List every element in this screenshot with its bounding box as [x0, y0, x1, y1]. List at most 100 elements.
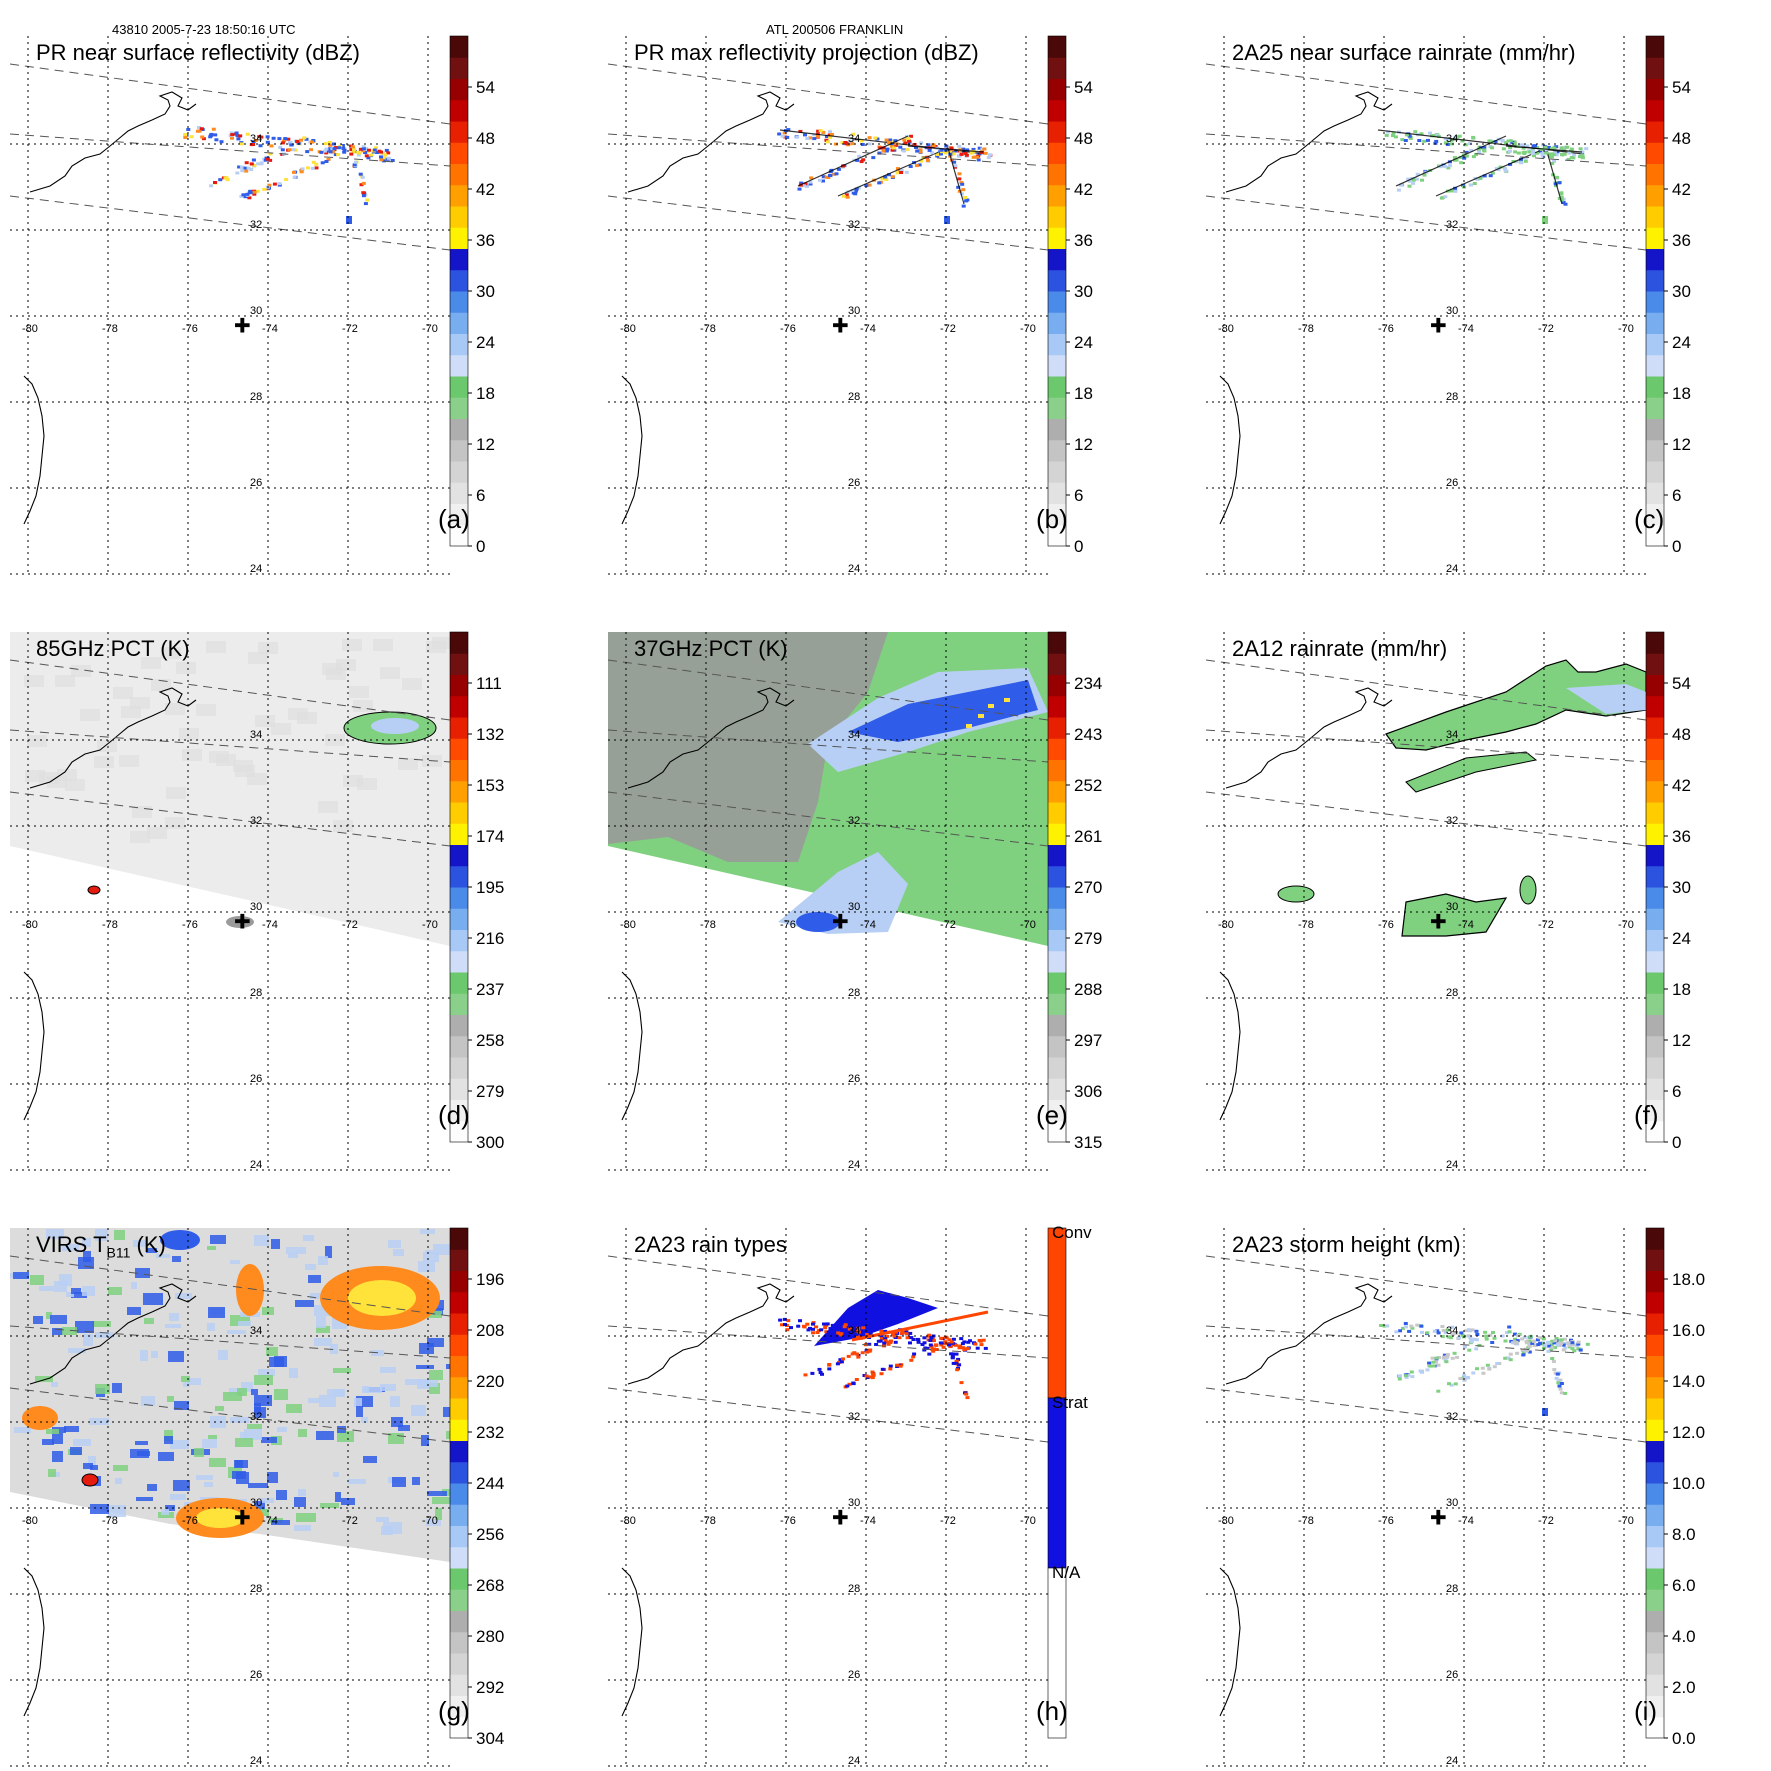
rain-pixel [1488, 174, 1493, 178]
rain-pixel [843, 141, 848, 144]
panel-e: -80 -78 -76 -74 -72 -70 34 32 30 28 26 24 ✚ 234 243 252… [607, 631, 1168, 1172]
cloud-top-pixel [147, 1484, 157, 1491]
map-plot-d: -80 -78 -76 -74 -72 -70343230282624✚111132153… [9, 631, 504, 1172]
rain-type-pixel [943, 1340, 948, 1344]
tb-texture [55, 675, 75, 687]
rain-pixel [963, 152, 968, 155]
tb-texture [71, 665, 91, 677]
rain-pixel [1391, 131, 1396, 135]
colorbar-segment [1646, 1120, 1664, 1143]
rain-pixel [1522, 1335, 1527, 1339]
colorbar-segment [1646, 844, 1664, 867]
colorbar-label: 30 [1672, 282, 1691, 301]
storm-center-cross-icon: ✚ [832, 314, 849, 338]
rain-pixel [1541, 1337, 1546, 1341]
rain-pixel [805, 185, 810, 188]
rain-pixel [1530, 152, 1535, 155]
rain-pixel [1516, 151, 1521, 155]
lon-label: -78 [1298, 1515, 1314, 1527]
colorbar-segment [1048, 206, 1066, 228]
rain-pixel [1535, 151, 1540, 155]
rain-pixel [1482, 146, 1487, 150]
panel-title: 2A23 rain types [634, 1232, 787, 1257]
rain-type-pixel [851, 1382, 856, 1386]
cloud-top-pixel [289, 1368, 298, 1378]
cloud-top-pixel [208, 1307, 225, 1318]
cloud-top-pixel [262, 1307, 274, 1315]
lat-label: 34 [1446, 133, 1458, 145]
rain-pixel [980, 147, 985, 151]
cloud-top-pixel [427, 1338, 444, 1347]
colorbar-label: 297 [1074, 1031, 1102, 1050]
rain-pixel [1428, 1364, 1433, 1368]
panel-label: (f) [1634, 1100, 1659, 1130]
rain-pixel [1403, 139, 1408, 142]
rain-type-pixel [911, 1355, 916, 1359]
cloud-top-pixel [14, 1427, 31, 1433]
rain-pixel [1407, 184, 1412, 188]
colorbar-segment [1048, 312, 1066, 334]
cloud-top-pixel [294, 1497, 306, 1507]
tb-texture [342, 639, 362, 651]
rain-pixel [1538, 150, 1543, 154]
rain-pixel [1482, 148, 1487, 152]
rain-pixel [821, 175, 826, 179]
tb-texture [94, 756, 114, 768]
rain-pixel [358, 147, 363, 151]
rain-pixel [1552, 146, 1557, 150]
rain-pixel [1570, 1347, 1575, 1351]
cloud-top-pixel [108, 1287, 122, 1295]
rain-pixel [382, 156, 387, 160]
lat-label: 26 [250, 477, 262, 489]
rain-pixel [251, 140, 256, 144]
rain-pixel [1546, 145, 1551, 149]
colorbar-segment [1646, 184, 1664, 207]
colorbar-segment [450, 674, 468, 697]
lat-lon-grid [10, 632, 450, 1172]
rain-pixel [214, 138, 219, 142]
cloud-top-pixel [316, 1431, 334, 1440]
rain-contour [1395, 135, 1507, 187]
rain-pixel [959, 181, 964, 185]
rain-pixel [1406, 177, 1411, 181]
rain-contour [907, 145, 985, 153]
pr-swath-edge [1205, 63, 1647, 125]
panel-label: (e) [1036, 1100, 1068, 1130]
colorbar-label: 6 [1672, 1082, 1681, 1101]
rain-pixel [1450, 1356, 1455, 1360]
rain-pixel [904, 170, 909, 174]
colorbar-segment [1048, 269, 1066, 292]
rain-type-pixel [811, 1327, 815, 1331]
rain-pixel [975, 155, 980, 159]
cloud-top-pixel [254, 1395, 272, 1406]
colorbar-segment [450, 1653, 468, 1675]
rain-type-pixel [892, 1334, 897, 1338]
rain-pixel [956, 185, 961, 189]
lon-label: -80 [1218, 323, 1234, 335]
panel-title: 2A12 rainrate (mm/hr) [1232, 636, 1448, 661]
rain-type-pixel [857, 1330, 861, 1334]
colorbar-label: 16.0 [1672, 1321, 1705, 1340]
cloud-top-pixel [168, 1351, 184, 1362]
convective-line [851, 1310, 989, 1342]
colorbar-segment [1048, 695, 1066, 718]
tb-texture [255, 715, 275, 727]
rain-pixel [1410, 1375, 1415, 1379]
cloud-top-pixel [235, 1438, 253, 1447]
rain-pixel [1523, 159, 1528, 163]
rain-pixel [324, 151, 329, 155]
colorbar-segment [1646, 695, 1664, 718]
rain-type-pixel [950, 1355, 955, 1359]
lat-label: 32 [1446, 1411, 1458, 1423]
rain-pixel [377, 149, 382, 153]
rain-pixel [361, 149, 365, 153]
rain-pixel [908, 165, 913, 168]
rain-pixel [1433, 141, 1438, 145]
cloud-top-pixel [356, 1406, 363, 1417]
colorbar-segment [450, 312, 468, 334]
cloud-top-pixel [254, 1501, 265, 1510]
rain-type-pixel [852, 1351, 857, 1355]
rain-pixel [364, 154, 369, 158]
rain-pixel [895, 171, 900, 175]
cloud-top-pixel [133, 1240, 146, 1247]
